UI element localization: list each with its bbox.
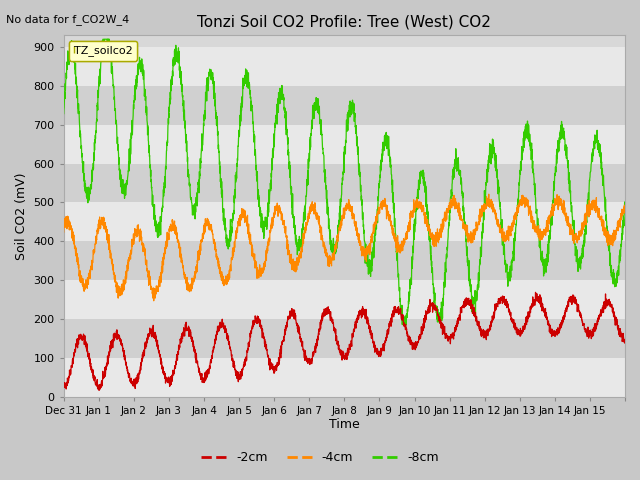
Y-axis label: Soil CO2 (mV): Soil CO2 (mV): [15, 172, 28, 260]
Legend: TZ_soilco2: TZ_soilco2: [69, 41, 137, 60]
X-axis label: Time: Time: [329, 419, 360, 432]
Bar: [64, 164, 625, 203]
Legend: -2cm, -4cm, -8cm: -2cm, -4cm, -8cm: [196, 446, 444, 469]
Bar: [64, 319, 625, 358]
Text: No data for f_CO2W_4: No data for f_CO2W_4: [6, 14, 130, 25]
Bar: [64, 358, 625, 396]
Bar: [64, 203, 625, 241]
Title: Tonzi Soil CO2 Profile: Tree (West) CO2: Tonzi Soil CO2 Profile: Tree (West) CO2: [197, 15, 492, 30]
Bar: [64, 47, 625, 86]
Bar: [64, 241, 625, 280]
Bar: [64, 280, 625, 319]
Bar: [64, 125, 625, 164]
Bar: [64, 86, 625, 125]
